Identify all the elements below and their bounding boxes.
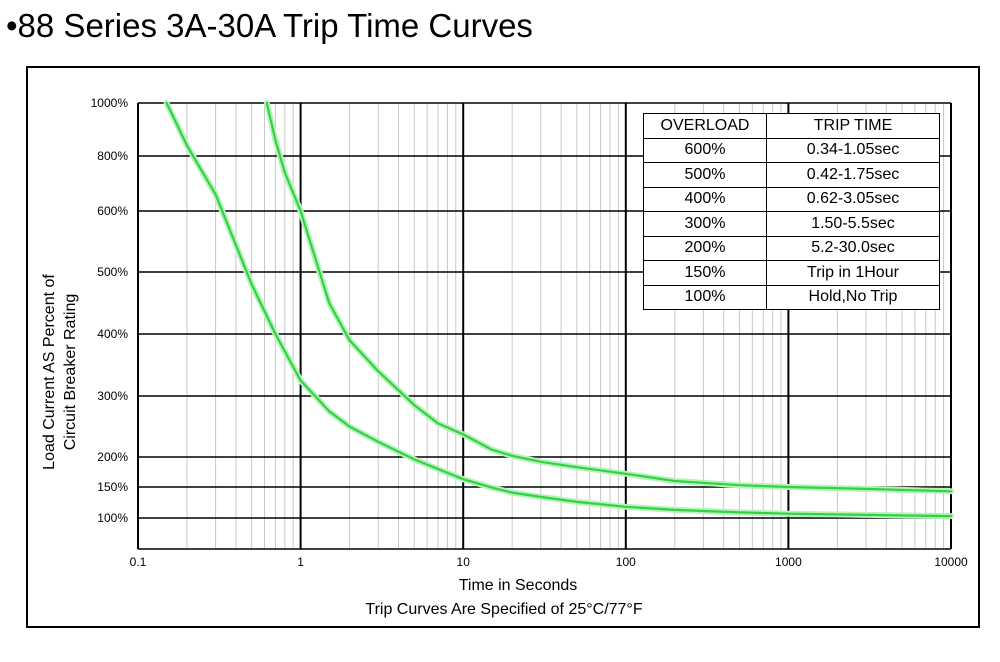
x-tick-label: 10000 bbox=[934, 555, 968, 569]
overload-cell: 600% bbox=[643, 137, 767, 163]
table-header-overload: OVERLOAD bbox=[643, 113, 767, 139]
table-row: 150% Trip in 1Hour bbox=[643, 260, 940, 286]
y-tick-label: 400% bbox=[97, 327, 128, 341]
trip-time-cell: 5.2-30.0sec bbox=[766, 235, 940, 261]
overload-cell: 500% bbox=[643, 162, 767, 188]
y-tick-label: 500% bbox=[97, 265, 128, 279]
y-tick-label: 600% bbox=[97, 204, 128, 218]
table-row: 600% 0.34-1.05sec bbox=[643, 137, 940, 163]
y-tick-label: 800% bbox=[97, 149, 128, 163]
x-axis-label: Time in Seconds bbox=[459, 577, 578, 594]
y-axis-label-line-2: Circuit Breaker Rating bbox=[62, 294, 79, 451]
overload-cell: 300% bbox=[643, 211, 767, 237]
page-title: •88 Series 3A-30A Trip Time Curves bbox=[6, 7, 533, 44]
series-line-2 bbox=[265, 101, 953, 493]
overload-cell: 200% bbox=[643, 235, 767, 261]
trip-time-cell: 0.62-3.05sec bbox=[766, 186, 940, 212]
overload-cell: 100% bbox=[643, 284, 767, 310]
table-header-trip-time: TRIP TIME bbox=[766, 113, 940, 139]
overload-cell: 400% bbox=[643, 186, 767, 212]
trip-time-cell: 0.42-1.75sec bbox=[766, 162, 940, 188]
chart-note: Trip Curves Are Specified of 25°C/77°F bbox=[365, 601, 642, 618]
table-row: 500% 0.42-1.75sec bbox=[643, 162, 940, 188]
table-row: 400% 0.62-3.05sec bbox=[643, 186, 940, 212]
trip-time-table: OVERLOAD TRIP TIME 600% 0.34-1.05sec 500% 0… bbox=[643, 113, 940, 310]
trip-time-cell: Trip in 1Hour bbox=[766, 260, 940, 286]
table-header-row: OVERLOAD TRIP TIME bbox=[643, 113, 940, 139]
y-tick-label: 1000% bbox=[91, 96, 129, 110]
trip-time-cell: 0.34-1.05sec bbox=[766, 137, 940, 163]
x-tick-label: 100 bbox=[616, 555, 636, 569]
trip-time-cell: 1.50-5.5sec bbox=[766, 211, 940, 237]
x-tick-label: 10 bbox=[457, 555, 471, 569]
y-tick-label: 200% bbox=[97, 450, 128, 464]
y-tick-label: 100% bbox=[97, 511, 128, 525]
overload-cell: 150% bbox=[643, 260, 767, 286]
x-tick-label: 1000 bbox=[775, 555, 802, 569]
y-axis-label-line-1: Load Current AS Percent of bbox=[41, 274, 58, 470]
table-row: 100% Hold,No Trip bbox=[643, 284, 940, 310]
trip-time-cell: Hold,No Trip bbox=[766, 284, 940, 310]
series-line-1 bbox=[165, 101, 953, 518]
x-tick-label: 0.1 bbox=[130, 555, 147, 569]
y-tick-label: 300% bbox=[97, 389, 128, 403]
x-tick-label: 1 bbox=[297, 555, 304, 569]
table-row: 300% 1.50-5.5sec bbox=[643, 211, 940, 237]
chart-frame bbox=[26, 66, 980, 628]
table-row: 200% 5.2-30.0sec bbox=[643, 235, 940, 261]
y-tick-label: 150% bbox=[97, 480, 128, 494]
